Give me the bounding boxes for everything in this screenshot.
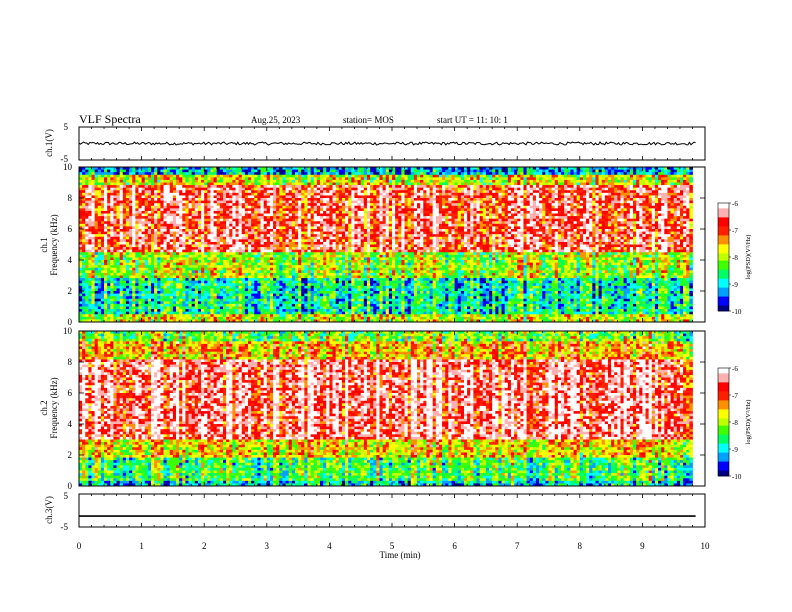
time-axis-tick-5: 5 [390,541,395,551]
ch2-colorbar-tick: -7 [732,392,738,400]
ch2-spectrogram-image [79,331,693,487]
ch1-ytick-10: 10 [63,162,73,172]
time-axis-tick-10: 10 [701,541,711,551]
ch1-ytick-neg5: -5 [61,154,69,164]
ch1-ytick-8: 8 [68,193,73,203]
ch2-spectrogram-panel: 0 2 4 6 8 10 ch.2 Frequency (kHz) -6 -7 -8 -9 -10… [39,326,752,491]
ch1-spectrogram-xticks [78,167,706,322]
time-axis-tick-7: 7 [515,541,520,551]
ch1-colorbar-tick: -6 [732,200,738,208]
time-axis-tick-6: 6 [452,541,457,551]
time-axis-tick-labels: 0 1 2 3 4 5 6 7 8 9 10 [77,541,710,551]
ch1-ytick-0: 0 [68,317,73,327]
ch3-waveform-ylabel: ch.3(V) [44,496,54,524]
ch2-ytick-4: 4 [68,419,73,429]
time-axis-tick-2: 2 [202,541,207,551]
time-axis-tick-0: 0 [77,541,82,551]
ch1-waveform-ticks [78,127,706,160]
station-label: station= MOS [343,115,394,125]
ch1-colorbar: -6 -7 -8 -9 -10 log(PSD)(V²/Hz) [717,200,752,316]
time-axis-tick-1: 1 [139,541,144,551]
ch2-ytick-2: 2 [68,450,73,460]
ch1-spectrogram-ylabel-freq: Frequency (kHz) [49,214,59,275]
start-time-label: start UT = 11: 10: 1 [437,115,508,125]
ch3-ytick-5: 5 [64,491,69,501]
ch3-waveform-panel: 5 -5 ch.3(V) [44,491,706,532]
ch2-colorbar-tick: -10 [732,473,742,481]
ch1-spectrogram-image [79,167,693,323]
ch1-spectrogram-yticks: 0 2 4 6 8 10 [63,162,705,327]
ch1-waveform-panel: 5 -5 ch.1(V) [44,122,706,164]
ch2-spectrogram-ylabel-channel: ch.2 [39,400,49,415]
ch1-colorbar-label: log(PSD)(V²/Hz) [745,235,752,280]
ch2-colorbar: -6 -7 -8 -9 -10 log(PSD)(V²/Hz) [717,365,752,481]
ch3-waveform-frame [78,493,706,528]
ch1-colorbar-tick: -9 [732,281,738,289]
ch1-colorbar-tick: -8 [732,254,738,262]
ch2-colorbar-label: log(PSD)(V²/Hz) [745,400,752,445]
ch2-spectrogram-xticks [78,331,706,486]
ch3-waveform-ticks [78,494,706,527]
ch1-waveform-line [78,141,696,146]
ch2-ytick-6: 6 [68,388,73,398]
ch1-spectrogram-panel: 0 2 4 6 8 10 ch.1 Frequency (kHz) -6 -7 -8 -9 -10… [39,162,752,327]
time-axis-tick-3: 3 [265,541,270,551]
ch2-ytick-10: 10 [63,326,73,336]
ch2-colorbar-tick: -9 [732,446,738,454]
ch2-ytick-0: 0 [68,481,73,491]
ch1-colorbar-tick: -7 [732,227,738,235]
ch2-colorbar-tick: -8 [732,419,738,427]
time-axis-tick-4: 4 [327,541,332,551]
date-label: Aug.25, 2023 [251,115,300,125]
time-axis-label: Time (min) [380,550,421,560]
ch1-ytick-5: 5 [64,122,69,132]
ch1-ytick-6: 6 [68,224,73,234]
ch1-waveform-ylabel: ch.1(V) [44,129,54,157]
time-axis-tick-9: 9 [640,541,645,551]
ch1-ytick-4: 4 [68,255,73,265]
ch2-colorbar-tick: -6 [732,365,738,373]
ch2-spectrogram-ylabel-freq: Frequency (kHz) [49,377,59,438]
chart-title: VLF Spectra [79,112,141,127]
time-axis-tick-8: 8 [578,541,583,551]
ch2-spectrogram-yticks: 0 2 4 6 8 10 [63,326,705,491]
ch1-ytick-2: 2 [68,286,73,296]
ch2-ytick-8: 8 [68,357,73,367]
ch1-colorbar-tick: -10 [732,308,742,316]
ch3-ytick-neg5: -5 [61,522,69,532]
ch1-spectrogram-ylabel-channel: ch.1 [39,237,49,252]
